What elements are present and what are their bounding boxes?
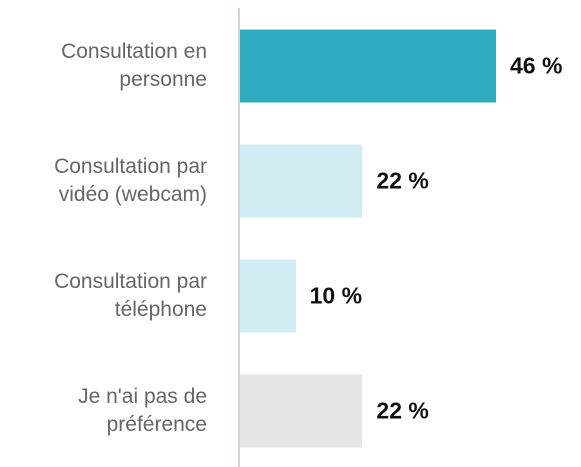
bar: [240, 144, 363, 218]
axis-line: [238, 8, 240, 467]
value-label: 22 %: [376, 167, 429, 194]
category-label: Consultation en personne: [61, 40, 207, 91]
category-label: Je n'ai pas de préférence: [78, 385, 207, 436]
category-label: Consultation par téléphone: [54, 270, 207, 321]
bar: [240, 374, 363, 448]
value-label: 46 %: [510, 52, 563, 79]
category-label: Consultation par vidéo (webcam): [54, 155, 207, 206]
bar: [240, 29, 496, 103]
bar: [240, 259, 296, 333]
value-label: 22 %: [376, 397, 429, 424]
value-label: 10 %: [309, 282, 363, 309]
